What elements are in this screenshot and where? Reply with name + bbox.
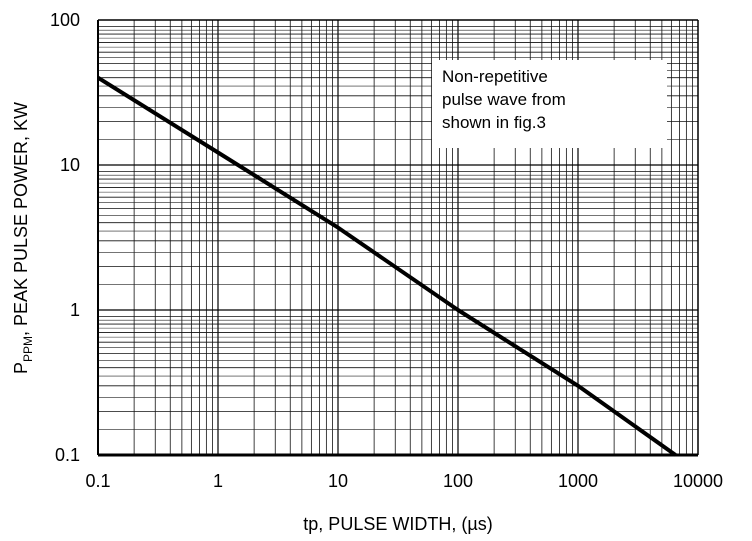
annotation-background <box>432 60 667 148</box>
y-tick-label: 0.1 <box>55 445 80 465</box>
series-layer <box>96 76 677 457</box>
y-tick-label: 100 <box>50 10 80 30</box>
series-line <box>96 76 677 457</box>
y-axis-label-rest: , PEAK PULSE POWER, KW <box>11 102 31 336</box>
y-axis-label-main: P <box>11 362 31 374</box>
x-tick-label: 0.1 <box>85 471 110 491</box>
y-axis-ticks: 0.1 1 10 100 <box>50 10 80 465</box>
x-tick-label: 1000 <box>558 471 598 491</box>
y-tick-label: 10 <box>60 155 80 175</box>
plot-frame <box>97 19 699 457</box>
y-axis-label-subscript: PPM <box>21 336 35 362</box>
annotation-line-3: shown in fig.3 <box>442 113 546 132</box>
x-tick-label: 100 <box>443 471 473 491</box>
annotation-line-1: Non-repetitive <box>442 67 548 86</box>
annotation: Non-repetitive pulse wave from shown in … <box>442 67 566 132</box>
x-axis-ticks: 0.1 1 10 100 1000 10000 <box>85 471 723 491</box>
x-tick-label: 10 <box>328 471 348 491</box>
y-axis-label: PPPM, PEAK PULSE POWER, KW <box>11 102 35 374</box>
x-axis-label: tp, PULSE WIDTH, (µs) <box>303 514 492 534</box>
x-tick-label: 1 <box>213 471 223 491</box>
y-tick-label: 1 <box>70 300 80 320</box>
annotation-line-2: pulse wave from <box>442 90 566 109</box>
x-tick-label: 10000 <box>673 471 723 491</box>
